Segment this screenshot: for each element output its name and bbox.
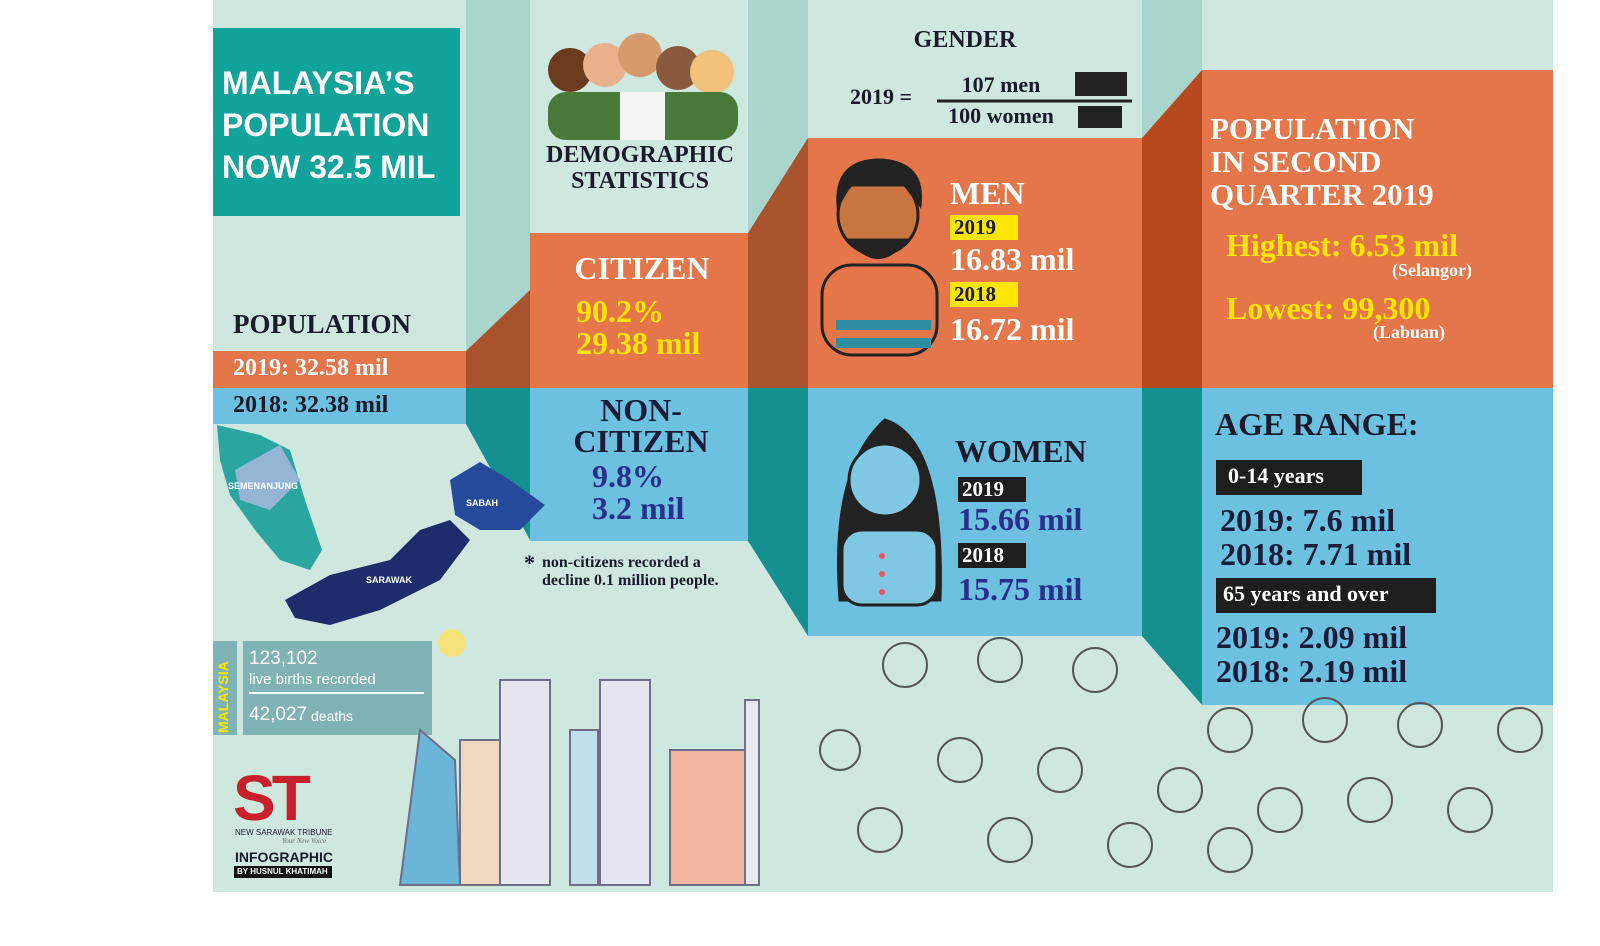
band	[213, 351, 466, 388]
births: 123,102	[249, 648, 318, 669]
year: 2018	[962, 543, 1004, 567]
numerator: 107 men	[961, 72, 1041, 97]
gender-icons	[1075, 72, 1127, 128]
title-line: MALAYSIA’S	[222, 65, 415, 101]
citizen-percent: 90.2%	[576, 293, 664, 329]
gender-year: 2019 =	[850, 84, 913, 109]
logo-tagline: Your New Voice	[282, 837, 327, 845]
age-label: 0-14 years	[1228, 463, 1324, 488]
credit-box	[234, 866, 332, 878]
connector	[1142, 388, 1202, 705]
side-strip	[213, 641, 237, 735]
age-row: 2018: 7.71 mil	[1220, 536, 1412, 572]
year: 2019	[962, 477, 1004, 501]
map	[217, 425, 545, 625]
quarter-box	[1202, 70, 1553, 388]
heading-line: NON-	[600, 392, 682, 428]
age-row: 2018: 2.19 mil	[1216, 653, 1408, 689]
age-label: 65 years and over	[1223, 581, 1389, 606]
year-tag	[950, 282, 1018, 307]
value: 16.83 mil	[950, 241, 1075, 277]
age-row: 2019: 7.6 mil	[1220, 502, 1396, 538]
connector	[748, 138, 808, 388]
citizen-count: 29.38 mil	[576, 325, 701, 361]
citizen-heading: CITIZEN	[574, 250, 710, 286]
logo-mark: ST	[233, 762, 311, 834]
population-row: 2018: 32.38 mil	[233, 392, 389, 418]
population-heading: POPULATION	[233, 309, 412, 339]
year: 2018	[954, 282, 996, 306]
age-box	[1202, 388, 1553, 705]
city	[398, 629, 760, 886]
heading-line: QUARTER 2019	[1210, 177, 1434, 212]
heading-line: CITIZEN	[573, 423, 709, 459]
value: 15.66 mil	[958, 501, 1083, 537]
quarter-heading: POPULATION IN SECOND QUARTER 2019	[1210, 112, 1434, 211]
note-marker: *	[524, 550, 535, 575]
noncitizen-heading: NON- CITIZEN	[573, 392, 709, 459]
heading-line: POPULATION	[1210, 111, 1415, 146]
section-label: DEMOGRAPHIC STATISTICS	[546, 142, 734, 194]
connector	[466, 290, 530, 388]
age-heading: AGE RANGE:	[1215, 406, 1419, 442]
highest-place: (Selangor)	[1392, 260, 1472, 280]
heading-line: IN SECOND	[1210, 144, 1382, 179]
noncitizen-count: 3.2 mil	[592, 490, 685, 526]
man-illustration	[820, 158, 939, 357]
age-tag	[1216, 578, 1436, 613]
citizen-box	[530, 233, 748, 388]
noncitizen-percent: 9.8%	[592, 458, 664, 494]
births-label: live births recorded	[249, 671, 376, 688]
men-heading: MEN	[950, 175, 1025, 211]
deaths-label: deaths	[311, 708, 354, 724]
map-label: SARAWAK	[366, 575, 413, 585]
label-line: DEMOGRAPHIC	[546, 142, 734, 168]
population-row: 2019: 32.58 mil	[233, 355, 389, 381]
age-row: 2019: 2.09 mil	[1216, 619, 1408, 655]
value: 16.72 mil	[950, 311, 1075, 347]
noncitizen-box	[530, 388, 748, 541]
title: MALAYSIA’S POPULATION NOW 32.5 MIL	[222, 62, 435, 188]
woman-illustration	[836, 418, 942, 607]
logo-name: NEW SARAWAK TRIBUNE	[235, 828, 333, 837]
side-label: MALAYSIA	[215, 661, 231, 733]
denominator: 100 women	[948, 103, 1054, 128]
highest: Highest: 6.53 mil	[1226, 227, 1458, 263]
note-line: decline 0.1 million people.	[542, 572, 719, 589]
year-tag	[958, 477, 1026, 502]
title-line: POPULATION	[222, 107, 430, 143]
band	[213, 388, 466, 424]
women-heading: WOMEN	[955, 433, 1087, 469]
crowd	[819, 637, 1543, 873]
map-label: SEMENANJUNG	[228, 481, 299, 491]
connector	[748, 388, 808, 636]
lowest: Lowest: 99,300	[1226, 290, 1431, 326]
connector	[1142, 70, 1202, 388]
note: non-citizens recorded a decline 0.1 mill…	[542, 554, 718, 590]
label-line: STATISTICS	[571, 168, 709, 194]
gender-heading: GENDER	[913, 27, 1017, 53]
lowest-place: (Labuan)	[1372, 322, 1446, 342]
vital-box	[243, 641, 432, 735]
logo-kind: INFOGRAPHIC	[235, 849, 333, 865]
note-line: non-citizens recorded a	[542, 554, 701, 571]
year: 2019	[954, 215, 996, 239]
value: 15.75 mil	[958, 571, 1083, 607]
year-tag	[958, 543, 1026, 568]
deaths: 42,027	[249, 704, 308, 725]
year-tag	[950, 215, 1018, 240]
title-box	[213, 28, 460, 216]
map-label: SABAH	[466, 498, 499, 508]
logo-credit: BY HUSNUL KHATIMAH	[237, 867, 328, 876]
title-line: NOW 32.5 MIL	[222, 149, 436, 185]
age-tag	[1216, 460, 1362, 495]
people-group	[548, 33, 738, 140]
